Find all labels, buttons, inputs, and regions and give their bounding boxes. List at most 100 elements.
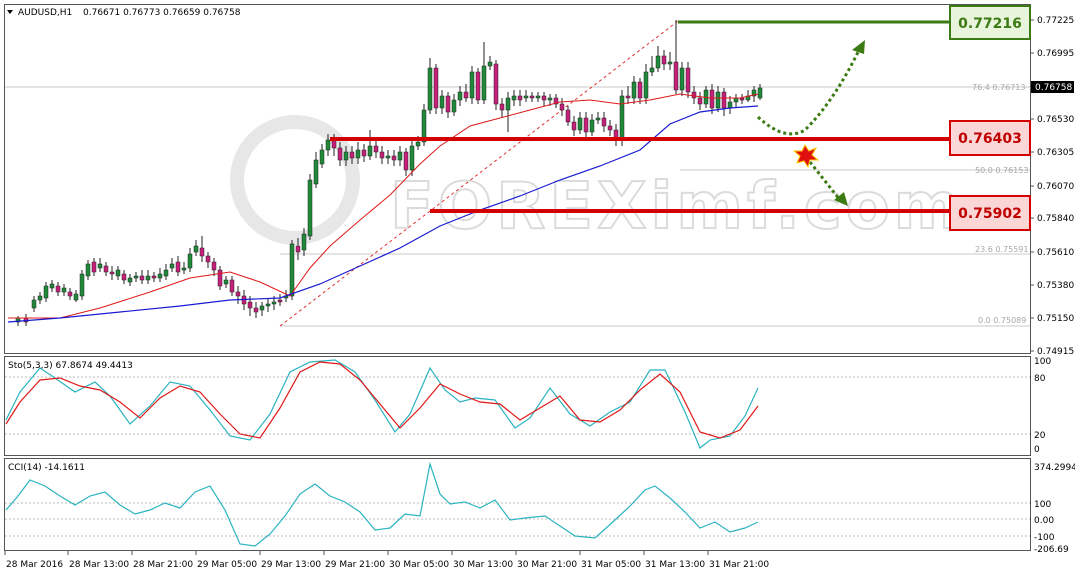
candle-body [733,97,739,103]
support-1-label: 0.76403 [958,131,1022,147]
candle-body [445,95,451,113]
candle-body [49,283,55,289]
candle-body [559,103,565,111]
candle-body [655,55,661,69]
candle-body [661,55,667,65]
candle-body [421,109,427,143]
stochastic-label: Sto(5,3,3) 67.8674 49.4413 [8,361,133,371]
bearish-projection-arrow [808,161,842,201]
watermark-logo: FOREXimf.com [230,115,961,245]
candle-body [55,285,61,293]
time-tick-label: 29 Mar 13:00 [261,560,321,570]
time-axis: 28 Mar 2016 28 Mar 13:00 28 Mar 21:00 29 Ma… [4,551,769,570]
candle-body [61,287,67,293]
candle-body [757,87,763,99]
ohlc-label: 0.76671 0.76773 0.76659 0.76758 [83,8,241,18]
candle-body [97,263,103,269]
candle-body [271,301,277,305]
price-tick-label: 0.77225 [1037,16,1074,26]
candle-body [169,263,175,269]
candle-body [709,89,715,109]
candle-body [469,71,475,99]
resistance-level: 0.77216 [678,5,1031,40]
symbol-label: AUDUSD,H1 [18,8,72,18]
candle-body [475,71,481,101]
candle-body [415,141,421,147]
candle-body [481,65,487,101]
fibonacci-labels: 76.4 0.76713 50.0 0.76153 23.6 0.75591 0… [972,83,1028,325]
support-level-1: 0.76403 [330,120,1031,156]
price-tick-label: 0.76995 [1037,49,1074,59]
candle-body [607,125,613,131]
cci-axis: 374.2994 100 0.00 -100 -206.69 [1034,463,1075,555]
price-tick-label: 0.76530 [1037,115,1074,125]
candle-body [433,67,439,109]
candle-body [751,89,757,97]
candle-body [235,291,241,297]
candle-body [619,95,625,141]
candle-body [397,151,403,161]
ma-slow-line [7,105,759,323]
candle-body [511,95,517,101]
indicator-guides [5,376,1030,537]
candle-body [103,265,109,273]
time-tick-label: 30 Mar 05:00 [389,560,449,570]
candle-body [37,295,43,301]
chart-header: AUDUSD,H1 0.76671 0.76773 0.76659 0.7675… [7,8,241,18]
candle-body [343,151,349,161]
candle-body [361,149,367,157]
candle-body [457,91,463,101]
candle-body [187,253,193,269]
candle-body [247,301,253,309]
candle-body [175,261,181,273]
candle-body [265,303,271,307]
cci-tick-label: 100 [1034,500,1051,510]
time-tick-label: 31 Mar 05:00 [581,560,641,570]
candle-body [151,275,157,279]
candle-body [727,101,733,109]
fib-label-0: 0.0 0.75089 [978,316,1026,325]
candle-body [217,269,223,287]
candle-body [259,305,265,311]
time-tick-label: 31 Mar 13:00 [645,560,705,570]
candle-body [193,245,199,253]
cci-tick-label: -206.69 [1034,545,1069,555]
candle-body [589,119,595,133]
stochastic-axis: 100 80 20 0 [1034,357,1051,455]
candle-body [91,261,97,273]
stochastic-tick-label: 0 [1034,445,1040,455]
candle-body [73,293,79,301]
candle-body [367,145,373,157]
candle-body [493,63,499,105]
candle-body [391,155,397,161]
fib-label-76: 76.4 0.76713 [972,83,1025,92]
candle-body [565,109,571,123]
price-tick-label: 0.74915 [1037,347,1074,357]
candle-body [205,255,211,263]
candle-body [403,151,409,171]
candle-body [373,145,379,153]
time-tick-label: 29 Mar 05:00 [197,560,257,570]
candle-body [121,273,127,281]
candle-body [133,275,139,279]
candle-body [697,97,703,105]
candle-body [571,121,577,131]
ma-fast-line [8,93,759,319]
candle-body [295,245,301,253]
candle-body [487,61,493,67]
candle-body [523,95,529,99]
candle-body [637,81,643,99]
candle-body [319,149,325,165]
candle-body [385,155,391,159]
cci-label: CCI(14) -14.1611 [8,463,85,473]
candle-body [451,99,457,113]
candle-body [505,97,511,111]
candle-body [547,97,553,101]
candle-body [67,291,73,297]
candle-body [31,299,37,309]
candle-body [667,61,673,65]
candle-body [541,95,547,101]
candle-body [289,243,295,297]
candle-body [721,91,727,109]
